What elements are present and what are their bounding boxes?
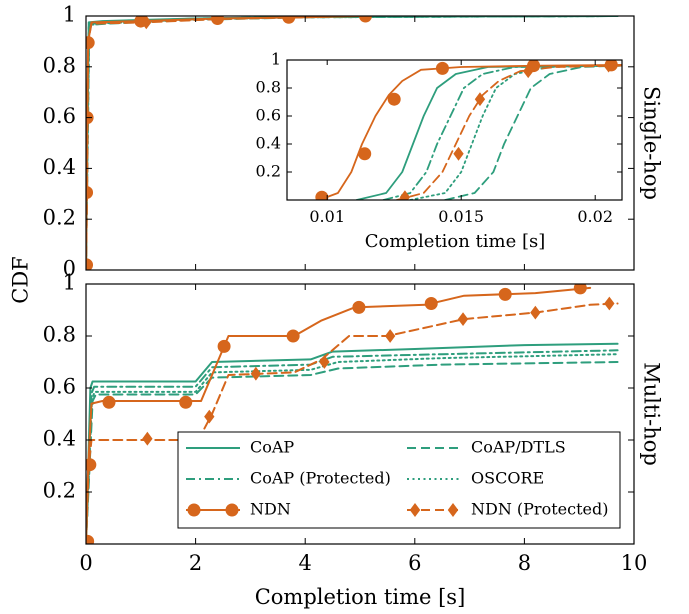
multi-hop-frame [85, 283, 635, 545]
multi-hop-y-tick-label: 0.8 [43, 323, 76, 347]
inset-y-tick-label: 0.8 [256, 78, 281, 97]
multi-hop-marker-ndn-2 [102, 395, 116, 409]
multi-hop-marker-ndn-protected-0 [142, 431, 153, 446]
multi-hop-marker-ndn-protected-1 [204, 409, 215, 424]
inset-y-tick-label: 0.6 [256, 106, 281, 125]
legend-marker-ndn-b [225, 503, 239, 517]
single-hop-inset: 0.2 0.4 0.6 0.8 1 0.01 0.015 0.02 Completion ti… [256, 50, 623, 252]
legend-marker-ndn-a [187, 503, 201, 517]
multi-hop-marker-ndn-protected-2 [250, 366, 262, 381]
multi-hop-marker-ndn-protected-7 [604, 296, 615, 311]
multi-hop-y-tick-label: 0.4 [43, 427, 76, 451]
multi-hop-marker-ndn-8 [498, 287, 512, 301]
multi-hop-marker-ndn-4 [217, 339, 231, 353]
inset-marker-ndn-protected-1 [453, 146, 464, 161]
multi-hop-y-tick-label: 1 [63, 271, 76, 295]
inset-y-tick-label: 0.4 [256, 134, 281, 153]
legend-label-coap-protected: CoAP (Protected) [250, 469, 391, 488]
inset-x-tick-label: 0.01 [309, 207, 345, 226]
single-hop-marker-ndn-protected-0 [141, 16, 152, 30]
multi-hop-marker-ndn-protected-6 [530, 305, 541, 320]
inset-x-tick-label: 0.015 [438, 207, 484, 226]
multi-hop-x-tick-label: 2 [189, 551, 202, 575]
inset-marker-ndn-3 [435, 61, 449, 75]
multi-hop-series-coap [86, 342, 619, 544]
multi-hop-marker-ndn-0 [86, 534, 95, 544]
multi-hop-x-tick-label: 10 [621, 551, 648, 575]
inset-marker-ndn-protected-3 [523, 64, 534, 79]
multi-hop-label: Multi-hop [640, 362, 664, 466]
single-hop-marker-ndn-3 [86, 36, 95, 50]
multi-hop-marker-ndn-protected-5 [457, 312, 469, 326]
multi-hop-marker-ndn-3 [179, 395, 193, 409]
inset-plot-area [287, 60, 622, 200]
single-hop-y-tick-label: 1 [63, 3, 76, 27]
legend-box [177, 431, 621, 529]
multi-hop-marker-ndn-7 [424, 297, 438, 310]
inset-marker-ndn-0 [315, 190, 329, 200]
legend: CoAP CoAP/DTLS CoAP (Protected) OSCORE NDN ND… [177, 431, 621, 529]
inset-series-coap-dtls [444, 64, 622, 200]
single-hop-y-tick-label: 0.6 [43, 104, 76, 128]
legend-label-ndn: NDN [250, 500, 291, 519]
legend-marker-ndn-protected-b [447, 503, 459, 517]
multi-hop-x-tick-label: 8 [518, 551, 531, 575]
multi-hop-series-coap-protected [86, 349, 619, 544]
x-axis-title: Completion time [s] [255, 585, 466, 609]
single-hop-y-tick-label: 0.2 [43, 206, 76, 230]
multi-hop-x-tick-label: 6 [408, 551, 421, 575]
inset-y-tick-label: 0.2 [256, 162, 281, 181]
multi-hop-y-tick-label: 0.2 [43, 479, 76, 503]
multi-hop-marker-ndn-1 [86, 458, 97, 472]
multi-hop-x-tick-label: 4 [299, 551, 312, 575]
inset-marker-ndn-protected-0 [399, 190, 411, 200]
inset-series-coap [355, 64, 622, 200]
single-hop-y-tick-label: 0 [63, 257, 76, 281]
inset-marker-ndn-protected-4 [603, 60, 614, 73]
single-hop-marker-ndn-6 [282, 16, 296, 24]
legend-label-oscore: OSCORE [471, 469, 544, 488]
inset-marker-ndn-protected-2 [474, 92, 486, 107]
inset-marker-ndn-2 [387, 92, 401, 106]
y-axis-title: CDF [9, 256, 33, 303]
single-hop-marker-ndn-5 [211, 16, 225, 26]
single-hop-y-tick-label: 0.8 [43, 53, 76, 77]
inset-y-tick-label: 1 [271, 50, 281, 69]
multi-hop-marker-ndn-protected-3 [319, 355, 330, 369]
single-hop-y-tick-label: 0.4 [43, 155, 76, 179]
multi-hop-series-oscore [86, 353, 619, 544]
inset-x-axis-title: Completion time [s] [365, 231, 545, 252]
multi-hop-marker-ndn-protected-4 [384, 329, 396, 343]
single-hop-label: Single-hop [640, 86, 664, 200]
legend-label-coap-dtls: CoAP/DTLS [471, 438, 566, 457]
multi-hop-marker-ndn-6 [352, 300, 366, 314]
multi-hop-marker-ndn-5 [286, 329, 300, 343]
inset-series-coap-protected [382, 64, 622, 200]
multi-hop-series-coap-dtls [86, 361, 619, 544]
inset-x-tick-label: 0.02 [577, 207, 613, 226]
legend-label-coap: CoAP [250, 438, 294, 457]
multi-hop-y-tick-label: 0.6 [43, 375, 76, 399]
legend-label-ndn-protected: NDN (Protected) [471, 500, 608, 519]
multi-hop-x-tick-label: 0 [79, 551, 92, 575]
multi-hop-marker-ndn-9 [573, 284, 587, 295]
inset-frame [286, 59, 623, 201]
inset-series-ndn [318, 64, 622, 200]
multi-hop-panel: 0.20.40.60.810 2 4 6 8 10 Multi-hop [43, 271, 664, 576]
single-hop-frame [85, 15, 635, 271]
inset-marker-ndn-1 [358, 147, 372, 161]
legend-marker-ndn-protected-a [409, 503, 421, 517]
multi-hop-series-ndn-protected [86, 302, 619, 544]
single-hop-marker-ndn-7 [358, 16, 372, 23]
